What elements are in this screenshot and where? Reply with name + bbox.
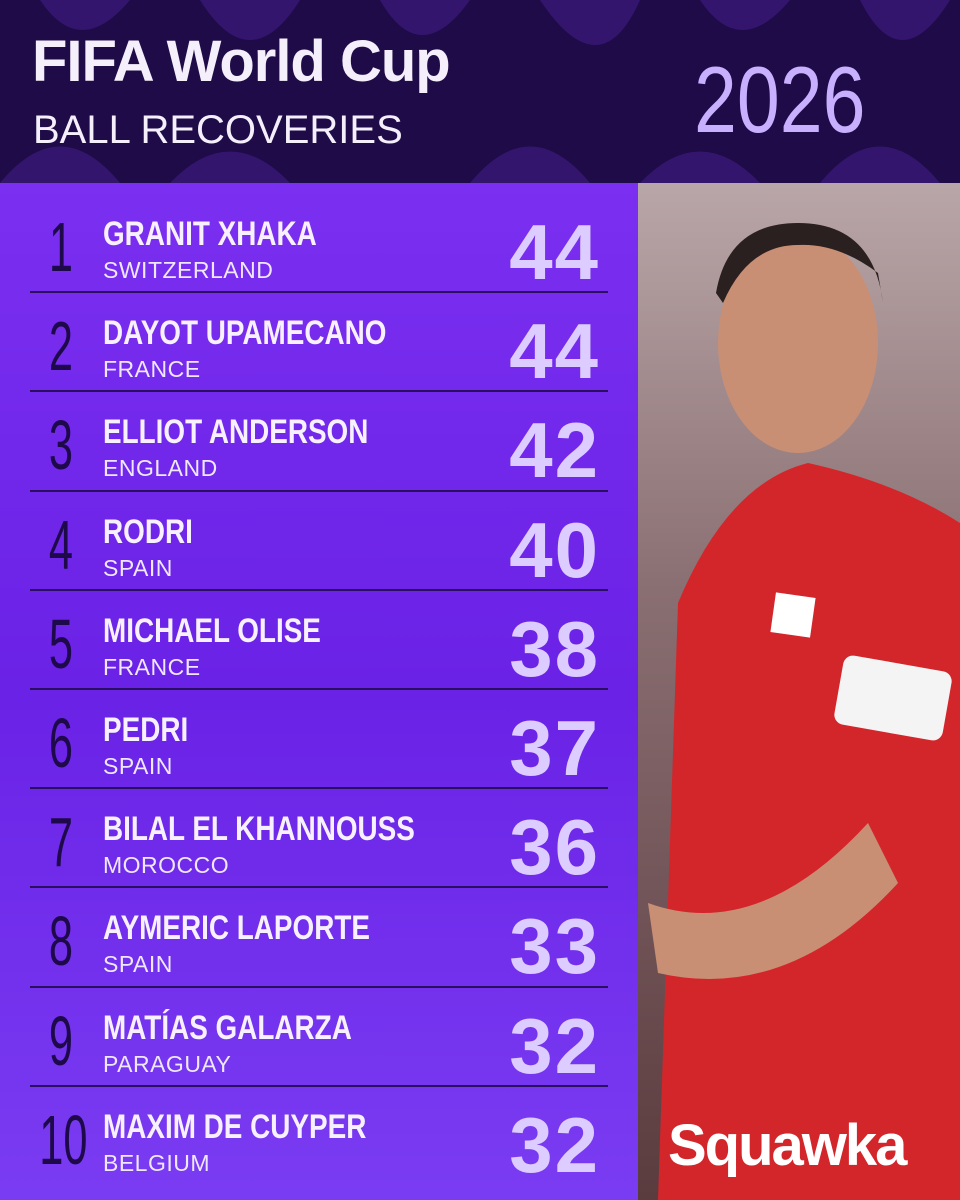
player-silhouette <box>648 223 960 1200</box>
ranking-row: 8 AYMERIC LAPORTE SPAIN 33 <box>0 889 638 990</box>
header-pattern <box>0 0 950 183</box>
ranking-row: 2 DAYOT UPAMECANO FRANCE 44 <box>0 294 638 395</box>
country: SPAIN <box>103 951 173 978</box>
year: 2026 <box>694 47 866 152</box>
ranking-row: 9 MATÍAS GALARZA PARAGUAY 32 <box>0 989 638 1090</box>
country: MOROCCO <box>103 852 230 879</box>
player-name: GRANIT XHAKA <box>103 215 317 253</box>
ranking-row: 3 ELLIOT ANDERSON ENGLAND 42 <box>0 393 638 494</box>
recoveries: 38 <box>509 604 600 693</box>
ranking-row: 5 MICHAEL OLISE FRANCE 38 <box>0 592 638 693</box>
country: PARAGUAY <box>103 1050 232 1077</box>
country: BELGIUM <box>103 1149 211 1176</box>
player-photo <box>638 183 960 1200</box>
player-name: ELLIOT ANDERSON <box>103 413 369 452</box>
country: ENGLAND <box>103 455 218 482</box>
brand-logo: Squawka <box>668 1113 907 1178</box>
rank: 7 <box>48 803 74 882</box>
recoveries: 32 <box>509 1001 600 1090</box>
country: SPAIN <box>103 554 173 581</box>
ranking-row: 6 PEDRI SPAIN 37 <box>0 691 638 792</box>
country: SWITZERLAND <box>103 257 274 283</box>
player-name: MAXIM DE CUYPER <box>103 1107 367 1146</box>
ranking-panel: 1 GRANIT XHAKA SWITZERLAND 44 2 DAYOT UPAMECA… <box>0 183 638 1200</box>
recoveries: 36 <box>509 803 600 892</box>
country: FRANCE <box>103 356 201 383</box>
row-separator <box>30 390 608 393</box>
player-name: PEDRI <box>103 711 189 749</box>
player-name: MICHAEL OLISE <box>103 611 321 650</box>
country: SPAIN <box>103 753 173 779</box>
rank: 1 <box>48 208 74 286</box>
player-name: BILAL EL KHANNOUSS <box>103 810 415 849</box>
rank: 10 <box>39 1100 88 1179</box>
rank: 3 <box>48 406 74 485</box>
rank: 5 <box>48 604 74 683</box>
player-name: RODRI <box>103 512 193 551</box>
country: FRANCE <box>103 653 201 680</box>
row-separator <box>30 886 608 889</box>
rank: 9 <box>48 1001 74 1080</box>
ranking-row: 10 MAXIM DE CUYPER BELGIUM 32 <box>0 1088 638 1189</box>
header: FIFA World Cup BALL RECOVERIES 2026 <box>0 0 960 183</box>
row-separator <box>30 291 608 294</box>
recoveries: 42 <box>509 406 600 495</box>
row-separator <box>30 489 608 492</box>
recoveries: 32 <box>509 1100 600 1189</box>
rank: 4 <box>48 505 74 584</box>
recoveries: 40 <box>509 505 600 594</box>
row-separator <box>30 787 608 790</box>
recoveries: 44 <box>509 307 600 396</box>
ranking-row: 4 RODRI SPAIN 40 <box>0 493 638 594</box>
row-separator <box>30 985 608 988</box>
player-name: DAYOT UPAMECANO <box>103 314 387 353</box>
player-name: MATÍAS GALARZA <box>103 1008 352 1047</box>
title: FIFA World Cup <box>32 29 451 94</box>
row-separator <box>30 1084 608 1087</box>
ranking-row: 1 GRANIT XHAKA SWITZERLAND 44 <box>0 195 638 296</box>
subtitle: BALL RECOVERIES <box>33 108 403 152</box>
row-separator <box>30 588 608 591</box>
rank: 2 <box>48 307 74 386</box>
recoveries: 33 <box>509 902 600 991</box>
ranking-row: 7 BILAL EL KHANNOUSS MOROCCO 36 <box>0 790 638 891</box>
rank: 6 <box>48 704 74 782</box>
rank: 8 <box>48 902 74 981</box>
player-name: AYMERIC LAPORTE <box>103 909 370 948</box>
recoveries: 37 <box>509 704 600 792</box>
recoveries: 44 <box>509 208 600 296</box>
row-separator <box>30 688 608 690</box>
